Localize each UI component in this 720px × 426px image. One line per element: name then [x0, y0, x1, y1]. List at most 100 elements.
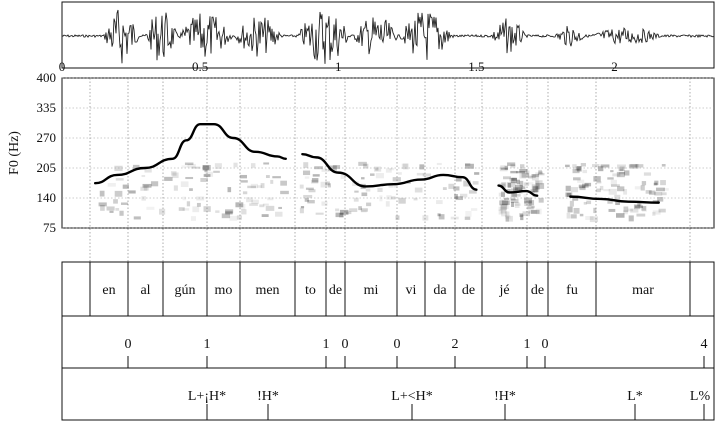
spectrogram-energy — [504, 197, 510, 200]
time-tick-label: 2 — [611, 59, 618, 74]
spectrogram-energy — [624, 170, 630, 176]
spectrogram-energy — [402, 163, 409, 170]
f0-tick-label: 140 — [37, 190, 57, 205]
spectrogram-energy — [498, 183, 506, 187]
time-tick-label: 0 — [59, 59, 66, 74]
spectrogram-energy — [203, 174, 211, 177]
spectrogram-energy — [335, 208, 340, 212]
spectrogram-energy — [511, 201, 515, 207]
syllable-label: mo — [215, 283, 233, 298]
spectrogram-energy — [504, 165, 509, 170]
spectrogram-energy — [655, 187, 665, 192]
spectrogram-energy — [468, 190, 477, 194]
spectrogram-energy — [618, 168, 624, 172]
spectrogram-energy — [520, 164, 525, 169]
spectrogram-energy — [339, 213, 344, 218]
spectrogram-energy — [370, 173, 375, 176]
spectrogram-energy — [525, 182, 534, 185]
pitch-panel: 400 335 270 205 140 75 F0 (Hz) — [7, 70, 715, 262]
spectrogram-energy — [617, 186, 625, 192]
spectrogram-energy — [233, 162, 238, 168]
spectrogram-energy — [640, 185, 645, 191]
spectrogram-energy — [401, 163, 408, 169]
spectrogram-energy — [186, 201, 191, 207]
f0-tick-label: 75 — [43, 220, 56, 235]
spectrogram-energy — [500, 191, 506, 198]
spectrogram-energy — [142, 183, 152, 188]
spectrogram-energy — [521, 186, 526, 190]
spectrogram-energy — [373, 166, 382, 172]
spectrogram-energy — [345, 211, 352, 215]
f0-contour-segment — [569, 195, 660, 204]
spectrogram-energy — [596, 188, 601, 193]
spectrogram-energy — [300, 206, 305, 209]
spectrogram-energy — [658, 208, 666, 213]
spectrogram-energy — [361, 210, 367, 213]
spectrogram-energy — [146, 206, 155, 210]
spectrogram-energy — [132, 164, 140, 170]
spectrogram-energy — [358, 161, 367, 166]
spectrogram-energy — [506, 189, 511, 193]
tone-label: L+¡H* — [188, 389, 226, 404]
spectrogram-energy — [630, 208, 639, 213]
spectrogram-energy — [106, 206, 115, 211]
spectrogram-energy — [509, 177, 515, 182]
spectrogram-energy — [635, 164, 644, 168]
spectrogram-energy — [519, 213, 524, 217]
syllable-label: gún — [175, 283, 196, 298]
spectrogram-energy — [173, 185, 178, 191]
spectrogram-energy — [229, 215, 238, 221]
f0-tick-label: 400 — [37, 70, 57, 85]
spectrogram-energy — [416, 172, 425, 176]
spectrogram-energy — [514, 202, 520, 208]
spectrogram-energy — [510, 198, 516, 201]
spectrogram-energy — [535, 180, 540, 185]
spectrogram-energy — [196, 202, 201, 207]
spectrogram-energy — [320, 181, 328, 188]
spectrogram-energy — [531, 173, 540, 178]
spectrogram-energy — [589, 216, 599, 223]
f0-tick-label: 270 — [37, 130, 57, 145]
spectrogram-energy — [514, 203, 521, 206]
spectrogram-energy — [185, 176, 194, 180]
spectrogram-energy — [115, 178, 124, 181]
spectrogram-energy — [572, 164, 577, 168]
spectrogram-energy — [654, 192, 663, 196]
spectrogram-energy — [530, 189, 538, 193]
spectrogram-energy — [122, 184, 129, 189]
spectrogram-energy — [414, 187, 423, 193]
spectrogram-energy — [570, 214, 577, 219]
spectrogram-energy — [510, 170, 518, 174]
spectrogram-energy — [192, 206, 200, 213]
spectrogram-energy — [513, 187, 519, 193]
spectrogram-energy — [312, 174, 320, 177]
spectrogram-energy — [499, 200, 509, 206]
spectrogram-energy — [586, 200, 592, 205]
spectrogram-energy — [321, 201, 328, 206]
spectrogram-energy — [581, 183, 589, 188]
break-index-label: 0 — [542, 337, 549, 352]
syllable-label: vi — [406, 283, 417, 298]
spectrogram-energy — [436, 162, 442, 166]
f0-tick-label: 205 — [37, 160, 57, 175]
spectrogram-energy — [213, 170, 220, 173]
spectrogram-energy — [249, 203, 258, 206]
spectrogram-energy — [375, 167, 379, 171]
spectrogram-energy — [653, 182, 658, 186]
spectrogram-energy — [501, 182, 506, 188]
spectrogram-energy — [645, 190, 652, 194]
break-index-label: 1 — [524, 337, 531, 352]
spectrogram-energy — [526, 170, 530, 176]
spectrogram-energy — [263, 162, 270, 165]
spectrogram-energy — [304, 176, 310, 179]
spectrogram-energy — [239, 174, 248, 179]
spectrogram — [98, 161, 669, 223]
spectrogram-energy — [565, 192, 573, 197]
spectrogram-energy — [498, 206, 507, 211]
break-index-label: 4 — [701, 337, 708, 352]
syllable-tier: en al gún mo men to de mi vi da de jé de fu mar — [89, 262, 691, 316]
spectrogram-energy — [565, 185, 571, 192]
syllable-label: da — [433, 283, 447, 298]
spectrogram-energy — [377, 187, 383, 193]
